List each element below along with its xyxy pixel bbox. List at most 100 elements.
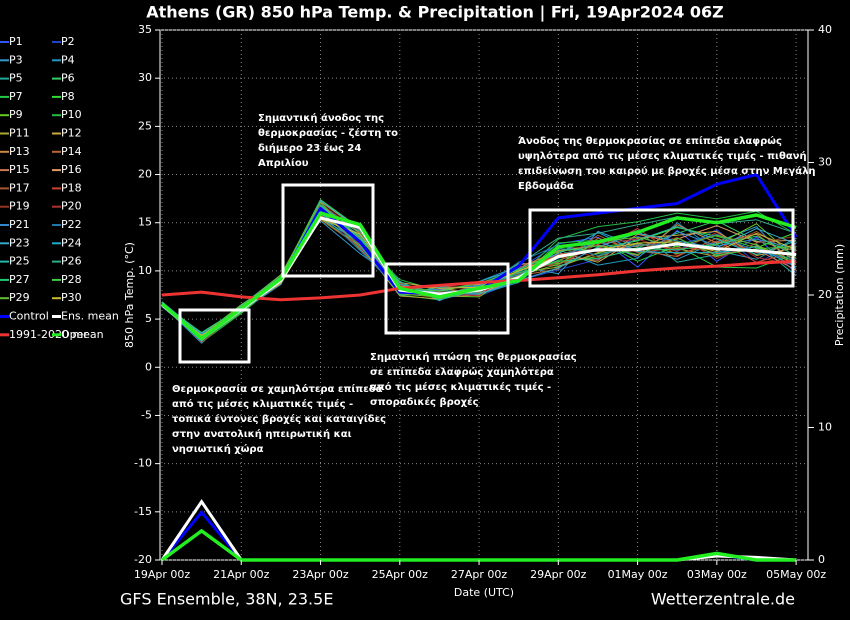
highlight-box: [178, 308, 251, 364]
annotation: διήμερο 23 έως 24: [258, 142, 361, 154]
legend-label: P6: [61, 72, 75, 85]
y2-tick-label: 40: [818, 23, 832, 36]
x-tick-label: 27Apr 00z: [451, 568, 508, 581]
legend-label: P25: [9, 255, 30, 268]
precip-line: [160, 528, 797, 562]
y-tick-label: 0: [145, 360, 152, 373]
legend-label: P3: [9, 53, 23, 66]
legend-label: P5: [9, 72, 23, 85]
x-tick-label: 05May 00z: [766, 568, 826, 581]
chart-title: Athens (GR) 850 hPa Temp. & Precipitatio…: [146, 3, 724, 23]
temp-line: [161, 203, 797, 343]
temp-line: [160, 211, 797, 341]
y-tick-label: -10: [134, 457, 152, 470]
y-tick-label: 35: [138, 23, 152, 36]
x-tick-label: 23Apr 00z: [292, 568, 349, 581]
annotation: Σημαντική πτώση της θερμοκρασίας: [370, 351, 577, 363]
y-tick-label: -20: [134, 553, 152, 566]
annotation: σποραδικές βροχές: [370, 396, 479, 408]
legend-label: P8: [61, 90, 75, 103]
annotation: Άνοδος της θερμοκρασίας σε επίπεδα ελαφρ…: [518, 135, 782, 147]
annotation: υψηλότερα από τις μέσες κλιματικές τιμές…: [518, 150, 807, 162]
y-axis-label: 850 hPa Temp. (°C): [123, 242, 136, 348]
y-tick-label: 15: [138, 216, 152, 229]
annotation: Απριλίου: [258, 157, 309, 169]
legend-label: P17: [9, 181, 30, 194]
temp-line: [161, 259, 797, 302]
x-tick-label: 19Apr 00z: [134, 568, 191, 581]
annotation: στην ανατολική ηπειρωτική και: [172, 428, 352, 440]
y2-axis-label: Precipitation (mm): [833, 244, 846, 346]
annotation: από τις μέσες κλιματικές τιμές -: [370, 381, 551, 393]
legend-label: P12: [61, 127, 82, 140]
legend-label: P19: [9, 200, 30, 213]
y-tick-label: 20: [138, 168, 152, 181]
legend-label: P18: [61, 181, 82, 194]
temp-line: [161, 203, 797, 337]
legend-label: P9: [9, 108, 23, 121]
annotation: τοπικά έντονες βροχές και καταιγίδες: [172, 413, 386, 425]
legend-label: P29: [9, 291, 30, 304]
y2-tick-label: 30: [818, 156, 832, 169]
temp-line: [161, 173, 798, 340]
highlight-box: [384, 262, 510, 335]
x-tick-label: 25Apr 00z: [372, 568, 429, 581]
y2-tick-label: 20: [818, 288, 832, 301]
y-tick-label: 30: [138, 71, 152, 84]
x-tick-label: 03May 00z: [687, 568, 747, 581]
legend-label: P14: [61, 145, 82, 158]
footer-right: Wetterzentrale.de: [651, 590, 795, 609]
x-tick-label: 01May 00z: [608, 568, 668, 581]
legend-label: P27: [9, 273, 30, 286]
temp-line: [161, 217, 797, 341]
legend-label: Ens. mean: [61, 310, 119, 323]
legend-label: P11: [9, 127, 30, 140]
temp-line: [161, 208, 797, 342]
legend-label: P28: [61, 273, 82, 286]
legend-label: P7: [9, 90, 23, 103]
annotation: σε επίπεδα ελαφρώς χαμηλότερα: [370, 366, 554, 378]
precip-line: [160, 509, 797, 562]
y-tick-label: 25: [138, 119, 152, 132]
y-tick-label: 10: [138, 264, 152, 277]
temp-line: [161, 209, 797, 334]
annotation: από τις μέσες κλιματικές τιμές -: [172, 398, 353, 410]
y-tick-label: -15: [134, 505, 152, 518]
y2-tick-label: 10: [818, 421, 832, 434]
x-axis-label: Date (UTC): [454, 586, 514, 599]
legend-label: P30: [61, 291, 82, 304]
annotation: νησιωτική χώρα: [172, 443, 264, 455]
temp-line: [161, 212, 797, 340]
legend-label: P16: [61, 163, 82, 176]
highlight-box: [528, 208, 795, 288]
annotation: Εβδομάδα: [518, 180, 574, 192]
x-tick-label: 29Apr 00z: [530, 568, 587, 581]
annotation: επιδείνωση του καιρού με βροχές μέσα στη…: [518, 165, 816, 177]
y2-tick-label: 0: [818, 553, 825, 566]
y-tick-label: -5: [141, 408, 152, 421]
legend-label: Oper: [61, 328, 88, 341]
legend-label: P15: [9, 163, 30, 176]
annotation: Σημαντική άνοδος της: [258, 112, 384, 124]
legend-label: P21: [9, 218, 30, 231]
legend-label: P1: [9, 35, 23, 48]
legend-label: P2: [61, 35, 75, 48]
legend-label: P4: [61, 53, 75, 66]
legend-label: P26: [61, 255, 82, 268]
legend-label: P10: [61, 108, 82, 121]
legend-label: P24: [61, 236, 82, 249]
legend-label: Control: [9, 310, 49, 323]
legend-label: P22: [61, 218, 82, 231]
legend-label: P13: [9, 145, 30, 158]
footer-left: GFS Ensemble, 38N, 23.5E: [120, 590, 333, 609]
plot-area: [160, 29, 808, 562]
legend-label: P23: [9, 236, 30, 249]
x-tick-label: 21Apr 00z: [213, 568, 270, 581]
annotation: θερμοκρασίας - ζέστη το: [258, 127, 398, 139]
temp-line: [161, 206, 797, 341]
legend-label: P20: [61, 200, 82, 213]
annotation: Θερμοκρασία σε χαμηλότερα επίπεδα: [172, 383, 383, 395]
highlight-box: [281, 183, 375, 278]
y-tick-label: 5: [145, 312, 152, 325]
